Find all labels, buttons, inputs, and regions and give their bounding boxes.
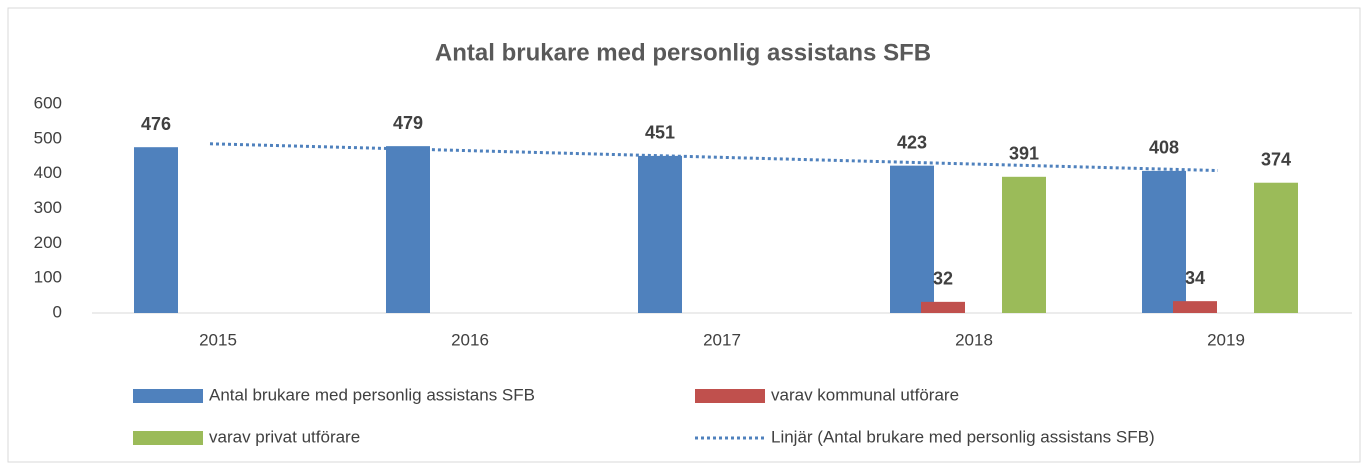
bar — [386, 146, 430, 313]
bar — [1173, 301, 1217, 313]
y-tick-label: 300 — [34, 198, 62, 217]
data-label: 34 — [1185, 268, 1205, 288]
data-label: 391 — [1009, 144, 1039, 164]
bar — [638, 155, 682, 313]
legend-label: varav privat utförare — [209, 427, 360, 446]
chart-title: Antal brukare med personlig assistans SF… — [435, 39, 931, 66]
data-label: 374 — [1261, 149, 1291, 169]
y-tick-label: 100 — [34, 268, 62, 287]
data-label: 408 — [1149, 138, 1179, 158]
x-tick-label: 2015 — [199, 330, 237, 349]
data-label: 451 — [645, 123, 675, 143]
bar — [921, 301, 965, 313]
legend-swatch — [133, 389, 203, 403]
data-label: 479 — [393, 113, 423, 133]
x-tick-label: 2018 — [955, 330, 993, 349]
bar — [890, 165, 934, 313]
y-tick-label: 200 — [34, 233, 62, 252]
x-tick-label: 2017 — [703, 330, 741, 349]
legend-label: varav kommunal utförare — [771, 385, 959, 404]
trendline — [209, 142, 1219, 173]
bar — [1142, 170, 1186, 313]
legend-label: Linjär (Antal brukare med personlig assi… — [771, 427, 1155, 446]
data-label: 32 — [933, 269, 953, 289]
legend-swatch — [133, 431, 203, 445]
y-tick-label: 400 — [34, 163, 62, 182]
y-tick-label: 0 — [53, 302, 62, 321]
bar — [1002, 176, 1046, 313]
x-tick-label: 2019 — [1207, 330, 1245, 349]
bar — [1254, 182, 1298, 313]
data-label: 423 — [897, 132, 927, 152]
bar — [134, 147, 178, 313]
chart-border — [7, 7, 1361, 463]
legend-label: Antal brukare med personlig assistans SF… — [209, 385, 535, 404]
data-label: 476 — [141, 114, 171, 134]
y-tick-label: 600 — [34, 93, 62, 112]
y-tick-label: 500 — [34, 128, 62, 147]
legend-swatch — [695, 389, 765, 403]
x-tick-label: 2016 — [451, 330, 489, 349]
